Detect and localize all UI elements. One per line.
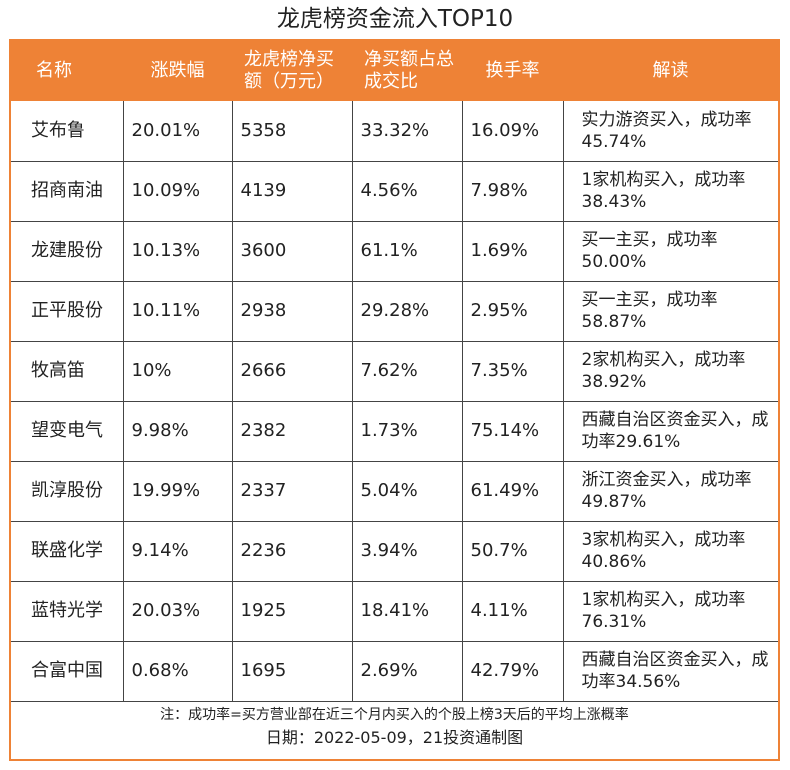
header-net-buy: 龙虎榜净买额（万元） (232, 41, 352, 101)
cell-interpretation: 西藏自治区资金买入，成功率29.61% (563, 401, 778, 462)
cell-name: 蓝特光学 (11, 581, 124, 642)
cell-name: 龙建股份 (11, 221, 124, 282)
table-row: 艾布鲁 20.01% 5358 33.32% 16.09% 实力游资买入，成功率… (11, 101, 778, 162)
cell-ratio: 18.41% (352, 581, 463, 642)
date-credit: 日期：2022-05-09，21投资通制图 (265, 728, 524, 747)
header-name: 名称 (11, 41, 123, 101)
cell-change: 10% (123, 341, 233, 402)
footnote: 注：成功率=买方营业部在近三个月内买入的个股上榜3天后的平均上涨概率 (160, 707, 629, 723)
table-frame: 名称 涨跌幅 龙虎榜净买额（万元） 净买额占总成交比 换手率 解读 艾布鲁 20… (9, 39, 780, 761)
table-row: 正平股份 10.11% 2938 29.28% 2.95% 买一主买，成功率58… (11, 281, 778, 342)
table-row: 凯淳股份 19.99% 2337 5.04% 61.49% 浙江资金买入，成功率… (11, 461, 778, 522)
cell-change: 9.14% (123, 521, 233, 582)
cell-net-buy: 1695 (232, 641, 353, 702)
header-interpretation: 解读 (563, 41, 778, 101)
cell-turnover: 50.7% (462, 521, 564, 582)
cell-turnover: 61.49% (462, 461, 564, 522)
table-row: 牧高笛 10% 2666 7.62% 7.35% 2家机构买入，成功率38.92… (11, 341, 778, 402)
cell-interpretation: 浙江资金买入，成功率49.87% (563, 461, 778, 522)
cell-net-buy: 2337 (232, 461, 353, 522)
cell-ratio: 4.56% (352, 161, 463, 222)
table-row: 蓝特光学 20.03% 1925 18.41% 4.11% 1家机构买入，成功率… (11, 581, 778, 642)
cell-turnover: 16.09% (462, 101, 564, 162)
cell-turnover: 4.11% (462, 581, 564, 642)
cell-name: 牧高笛 (11, 341, 124, 402)
cell-change: 20.03% (123, 581, 233, 642)
table-header-row: 名称 涨跌幅 龙虎榜净买额（万元） 净买额占总成交比 换手率 解读 (11, 41, 778, 101)
cell-interpretation: 3家机构买入，成功率40.86% (563, 521, 778, 582)
cell-net-buy: 3600 (232, 221, 353, 282)
cell-ratio: 7.62% (352, 341, 463, 402)
cell-name: 望变电气 (11, 401, 124, 462)
cell-turnover: 7.98% (462, 161, 564, 222)
cell-ratio: 5.04% (352, 461, 463, 522)
cell-ratio: 29.28% (352, 281, 463, 342)
cell-name: 正平股份 (11, 281, 124, 342)
table-row: 联盛化学 9.14% 2236 3.94% 50.7% 3家机构买入，成功率40… (11, 521, 778, 582)
cell-interpretation: 2家机构买入，成功率38.92% (563, 341, 778, 402)
cell-change: 19.99% (123, 461, 233, 522)
header-turnover: 换手率 (462, 41, 563, 101)
cell-change: 10.11% (123, 281, 233, 342)
cell-ratio: 33.32% (352, 101, 463, 162)
cell-ratio: 61.1% (352, 221, 463, 282)
cell-change: 10.09% (123, 161, 233, 222)
header-change: 涨跌幅 (123, 41, 232, 101)
cell-turnover: 1.69% (462, 221, 564, 282)
cell-ratio: 1.73% (352, 401, 463, 462)
cell-net-buy: 2666 (232, 341, 353, 402)
cell-net-buy: 4139 (232, 161, 353, 222)
cell-interpretation: 1家机构买入，成功率38.43% (563, 161, 778, 222)
cell-name: 凯淳股份 (11, 461, 124, 522)
cell-net-buy: 5358 (232, 101, 353, 162)
fund-inflow-table: 名称 涨跌幅 龙虎榜净买额（万元） 净买额占总成交比 换手率 解读 艾布鲁 20… (11, 41, 778, 702)
cell-turnover: 2.95% (462, 281, 564, 342)
table-row: 龙建股份 10.13% 3600 61.1% 1.69% 买一主买，成功率50.… (11, 221, 778, 282)
cell-interpretation: 1家机构买入，成功率76.31% (563, 581, 778, 642)
table-row: 合富中国 0.68% 1695 2.69% 42.79% 西藏自治区资金买入，成… (11, 641, 778, 702)
cell-change: 10.13% (123, 221, 233, 282)
table-row: 招商南油 10.09% 4139 4.56% 7.98% 1家机构买入，成功率3… (11, 161, 778, 222)
cell-turnover: 75.14% (462, 401, 564, 462)
cell-interpretation: 买一主买，成功率50.00% (563, 221, 778, 282)
cell-net-buy: 2938 (232, 281, 353, 342)
table-row: 望变电气 9.98% 2382 1.73% 75.14% 西藏自治区资金买入，成… (11, 401, 778, 462)
cell-change: 0.68% (123, 641, 233, 702)
cell-ratio: 3.94% (352, 521, 463, 582)
cell-name: 合富中国 (11, 641, 124, 702)
cell-change: 20.01% (123, 101, 233, 162)
header-ratio: 净买额占总成交比 (352, 41, 462, 101)
cell-turnover: 42.79% (462, 641, 564, 702)
cell-name: 招商南油 (11, 161, 124, 222)
cell-name: 艾布鲁 (11, 101, 124, 162)
cell-interpretation: 西藏自治区资金买入，成功率34.56% (563, 641, 778, 702)
cell-ratio: 2.69% (352, 641, 463, 702)
cell-interpretation: 实力游资买入，成功率45.74% (563, 101, 778, 162)
cell-net-buy: 2382 (232, 401, 353, 462)
cell-net-buy: 1925 (232, 581, 353, 642)
cell-change: 9.98% (123, 401, 233, 462)
cell-name: 联盛化学 (11, 521, 124, 582)
cell-net-buy: 2236 (232, 521, 353, 582)
page-title: 龙虎榜资金流入TOP10 (276, 6, 514, 32)
cell-interpretation: 买一主买，成功率58.87% (563, 281, 778, 342)
cell-turnover: 7.35% (462, 341, 564, 402)
